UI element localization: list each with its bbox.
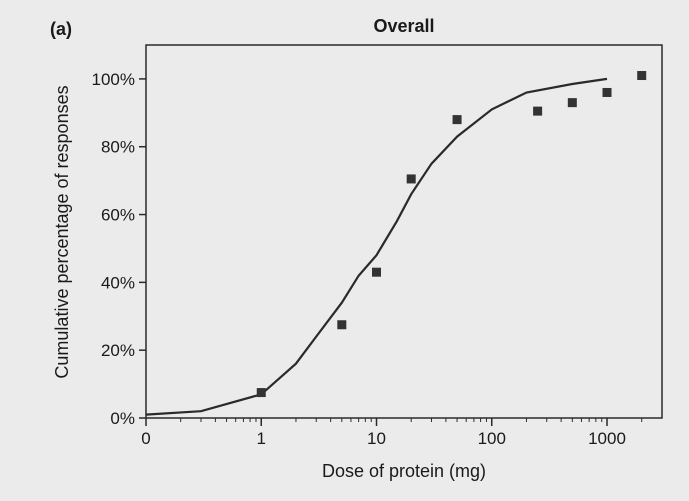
data-point: [256, 388, 266, 398]
x-tick-label: 1: [257, 429, 266, 448]
data-point: [567, 98, 577, 108]
plot-frame: [145, 44, 663, 419]
y-tick-label: 40%: [101, 273, 135, 292]
y-tick-label: 60%: [101, 206, 135, 225]
x-axis-title: Dose of protein (mg): [322, 461, 486, 481]
data-point: [533, 106, 543, 116]
y-axis: 0% 20% 40% 60% 80% 100%: [92, 70, 146, 428]
x-tick-label: 100: [478, 429, 506, 448]
data-point: [452, 115, 462, 125]
y-tick-label: 0%: [110, 409, 135, 428]
y-axis-title: Cumulative percentage of responses: [52, 85, 72, 378]
x-axis: 0 1 10 100 1000: [141, 418, 643, 448]
fit-curve: [145, 77, 608, 416]
y-tick-label: 100%: [92, 70, 135, 89]
data-point: [372, 267, 382, 277]
data-point: [337, 320, 347, 330]
data-point: [406, 174, 416, 184]
fit-curve-layer: [145, 77, 608, 416]
data-points-layer: [256, 71, 647, 398]
x-tick-label: 0: [141, 429, 150, 448]
data-point: [602, 87, 612, 97]
y-tick-label: 80%: [101, 138, 135, 157]
x-tick-label: 1000: [588, 429, 626, 448]
panel-label: (a): [50, 19, 72, 39]
x-tick-label: 10: [367, 429, 386, 448]
y-tick-label: 20%: [101, 341, 135, 360]
chart-title: Overall: [373, 16, 434, 36]
data-point: [637, 71, 647, 81]
